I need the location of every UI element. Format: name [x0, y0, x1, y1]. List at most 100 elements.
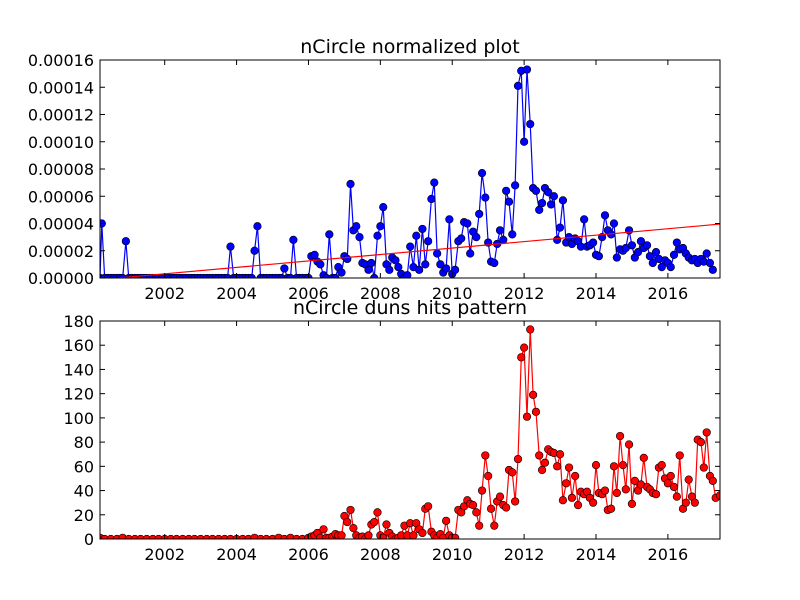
normalized-plot-point: [376, 222, 385, 231]
normalized-plot-point: [472, 233, 481, 242]
normalized-plot-y-tick-label: 0.00008: [28, 160, 94, 179]
normalized-plot-point: [502, 186, 511, 195]
normalized-plot-point: [589, 238, 598, 247]
normalized-plot-point: [546, 200, 556, 209]
duns-hits-plot-x-tick-label: 2006: [288, 545, 329, 564]
duns-hits-plot-point: [280, 534, 289, 539]
normalized-plot-point: [325, 230, 334, 239]
normalized-plot-plot-area: [100, 65, 720, 278]
normalized-plot-point: [526, 119, 535, 129]
duns-hits-plot-point: [699, 463, 708, 472]
normalized-plot-point: [421, 260, 430, 269]
normalized-plot-point: [504, 197, 514, 206]
normalized-plot-point: [636, 237, 646, 246]
duns-hits-plot-point: [526, 325, 535, 334]
normalized-plot-point: [367, 258, 376, 268]
duns-hits-plot-x-tick-label: 2014: [576, 545, 617, 564]
normalized-plot-point: [645, 252, 655, 261]
duns-hits-plot-point: [531, 407, 541, 416]
normalized-plot-point: [352, 222, 361, 231]
duns-hits-plot-y-tick-label: 140: [63, 360, 94, 379]
normalized-plot-point: [289, 235, 298, 244]
duns-hits-plot-point: [468, 500, 478, 510]
normalized-plot-point: [522, 65, 532, 74]
duns-hits-plot-point: [124, 534, 133, 539]
duns-hits-plot-x-tick-label: 2010: [432, 545, 473, 564]
duns-hits-plot-point: [346, 505, 355, 515]
duns-hits-plot-axes: 2002 2004 2006 2008 2010 2012 2014 2016 0 20 40 60 8…: [63, 312, 720, 564]
duns-hits-plot-x-tick-label: 2016: [648, 545, 689, 564]
duns-hits-plot-point: [657, 461, 666, 470]
duns-hits-plot-point: [589, 498, 598, 507]
normalized-plot-point: [337, 268, 346, 277]
duns-hits-plot-point: [696, 438, 706, 447]
normalized-plot-point: [477, 168, 487, 178]
duns-hits-plot-point: [370, 517, 379, 527]
duns-hits-plot-point: [364, 531, 373, 539]
duns-hits-plot-point: [573, 500, 583, 510]
duns-hits-plot-point: [511, 497, 520, 506]
duns-hits-plot-point: [618, 461, 628, 470]
duns-hits-plot-point: [262, 534, 271, 539]
duns-hits-plot-point: [490, 521, 499, 530]
duns-hits-plot-point: [558, 496, 568, 505]
normalized-plot-point: [346, 179, 355, 189]
normalized-plot-point: [442, 264, 451, 273]
duns-hits-plot-point: [495, 492, 505, 501]
duns-hits-plot-point: [639, 453, 648, 462]
duns-hits-plot-plot-area: [100, 325, 720, 539]
duns-hits-plot-point: [567, 493, 577, 502]
duns-hits-plot-point: [591, 461, 601, 470]
duns-hits-plot-point: [486, 504, 496, 513]
duns-hits-plot-point: [520, 343, 529, 352]
duns-hits-plot-y-tick-label: 60: [74, 457, 94, 476]
duns-hits-plot-title: nCircle duns hits pattern: [293, 297, 527, 319]
duns-hits-plot-point: [190, 534, 199, 539]
duns-hits-plot-point: [214, 534, 223, 539]
normalized-plot-x-tick-label: 2010: [432, 284, 473, 303]
normalized-plot-point: [475, 209, 484, 219]
normalized-plot-point: [412, 231, 421, 240]
normalized-plot-x-tick-label: 2008: [360, 284, 401, 303]
normalized-plot-point: [666, 263, 675, 272]
duns-hits-plot-point: [666, 471, 675, 481]
duns-hits-plot-point: [172, 534, 181, 539]
duns-hits-plot-point: [382, 520, 391, 529]
normalized-plot-y-tick-label: 0.00014: [28, 78, 94, 97]
normalized-plot-x-tick-label: 2006: [288, 284, 329, 303]
normalized-plot-point: [226, 242, 235, 251]
duns-hits-plot-point: [298, 534, 307, 539]
duns-hits-plot-point: [319, 525, 328, 534]
duns-hits-plot-point: [379, 533, 388, 539]
normalized-plot-point: [430, 178, 439, 187]
normalized-plot-point: [642, 241, 652, 250]
duns-hits-plot-point: [208, 534, 217, 539]
normalized-plot-point: [403, 271, 412, 278]
duns-hits-plot-point: [627, 499, 637, 508]
normalized-plot-x-tick-label: 2016: [648, 284, 689, 303]
normalized-plot-point: [558, 196, 568, 205]
duns-hits-plot-point: [349, 523, 358, 533]
normalized-plot-point: [316, 260, 325, 269]
duns-hits-plot-y-tick-label: 20: [74, 506, 94, 525]
normalized-plot-point: [580, 215, 589, 224]
duns-hits-plot-x-tick-label: 2012: [504, 545, 545, 564]
duns-hits-plot-point: [571, 471, 580, 481]
normalized-plot-point: [672, 238, 681, 247]
normalized-plot-point: [385, 265, 394, 274]
duns-hits-plot-point: [418, 528, 427, 538]
normalized-plot-y-tick-label: 0.00010: [28, 133, 94, 152]
duns-hits-plot-point: [475, 521, 484, 530]
duns-hits-plot-point: [553, 462, 562, 471]
normalized-plot-point: [535, 205, 544, 214]
duns-hits-plot-point: [472, 508, 481, 517]
normalized-plot-series-1-line: [111, 223, 720, 278]
normalized-plot-y-tick-label: 0.00012: [28, 106, 94, 125]
duns-hits-plot-point: [537, 465, 547, 475]
duns-hits-plot-point: [136, 534, 145, 539]
duns-hits-plot-point: [606, 504, 616, 513]
normalized-plot-point: [609, 219, 619, 228]
normalized-plot-point: [280, 264, 289, 273]
